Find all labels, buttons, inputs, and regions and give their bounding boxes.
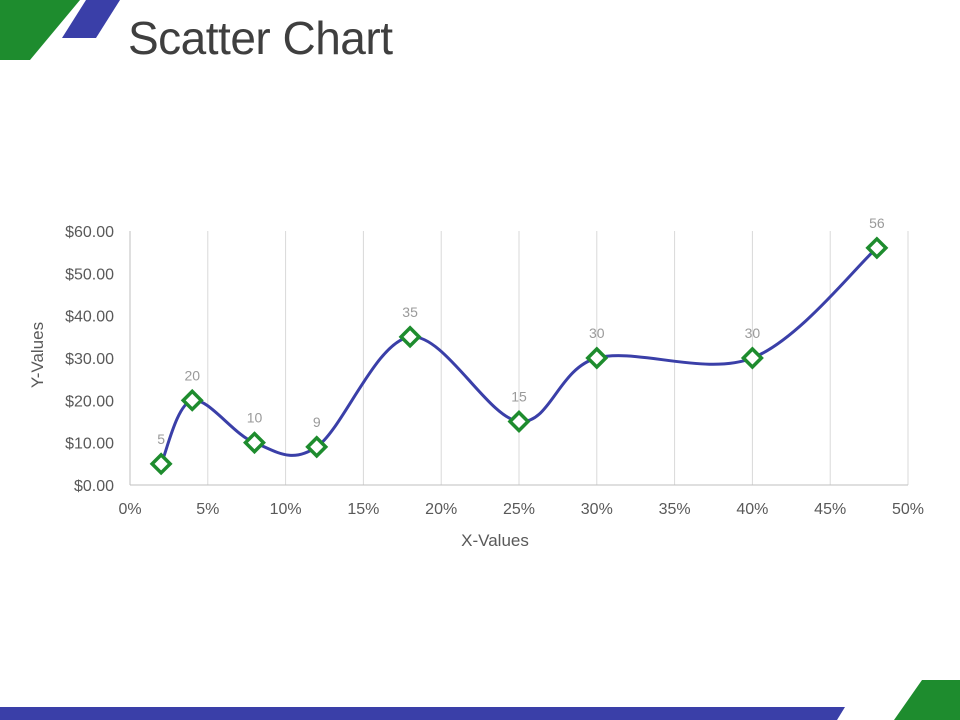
x-tick-label: 5% [196,501,219,518]
data-label: 35 [402,304,418,320]
bottom-right-green-accent [894,680,960,720]
data-label: 56 [869,215,885,231]
data-point-marker [180,388,204,412]
data-point-marker [585,346,609,370]
data-label: 15 [511,389,527,405]
data-labels: 5 20 10 9 35 15 30 30 56 [157,215,885,447]
x-tick-label: 0% [118,501,141,518]
series-markers [149,236,889,476]
x-axis-title: X-Values [461,531,529,550]
data-label: 30 [589,325,605,341]
data-point-marker [398,325,422,349]
x-tick-label: 15% [347,501,379,518]
top-left-blue-accent [62,0,120,38]
y-tick-label: $50.00 [65,266,114,283]
y-tick-label: $40.00 [65,309,114,326]
y-tick-label: $10.00 [65,436,114,453]
series-line [159,246,878,465]
data-label: 20 [184,367,200,383]
x-tick-label: 30% [581,501,613,518]
x-tick-label: 20% [425,501,457,518]
data-point-marker [243,431,266,455]
y-tick-label: $30.00 [65,351,114,368]
data-label: 10 [247,410,263,426]
y-tick-label: $20.00 [65,393,114,410]
y-axis-title: Y-Values [28,322,47,388]
data-point-marker [149,452,173,476]
bottom-blue-bar [0,707,845,720]
x-tick-label: 35% [659,501,691,518]
axes: 0% 5% 10% 15% 20% 25% 30% 35% 40% 45% 50% $0.00 $10.… [65,224,924,518]
data-label: 9 [313,414,321,430]
series-smooth-line [159,246,878,465]
x-tick-label: 25% [503,501,535,518]
x-tick-label: 40% [736,501,768,518]
data-point-marker [305,435,329,459]
y-tick-label: $60.00 [65,224,114,241]
data-point-marker [865,236,889,260]
data-label: 30 [745,325,761,341]
y-tick-label: $0.00 [74,478,114,495]
top-left-green-accent [0,0,80,60]
slide-title: Scatter Chart [128,12,393,64]
x-tick-label: 10% [270,501,302,518]
x-tick-label: 45% [814,501,846,518]
x-tick-label: 50% [892,501,924,518]
data-point-marker [507,410,531,433]
data-label: 5 [157,431,165,447]
data-point-marker [740,346,764,370]
